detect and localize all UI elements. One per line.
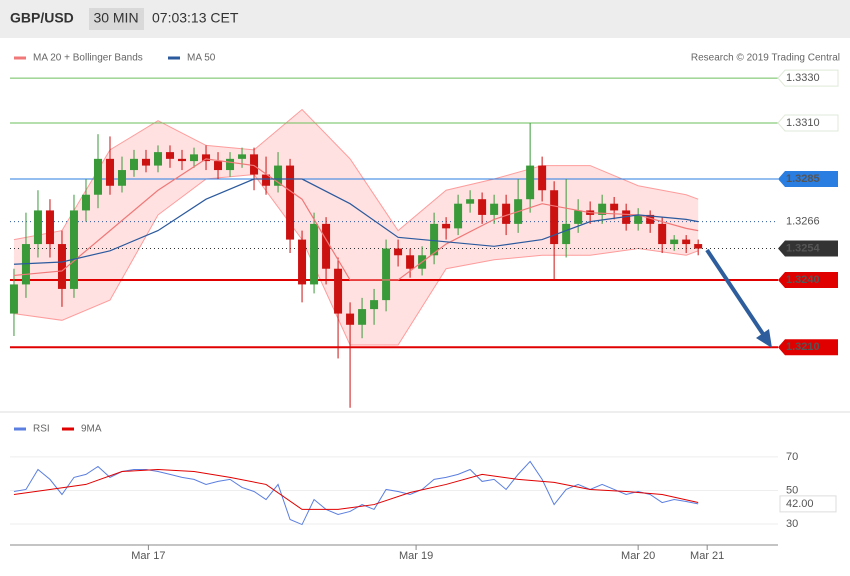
candle-body: [442, 223, 451, 229]
candle-body: [310, 223, 319, 285]
level-label-box: [778, 171, 838, 188]
candle-body: [634, 214, 643, 224]
rsi-tick-label: 30: [786, 518, 798, 530]
candle-body: [610, 203, 619, 211]
level-label-box: [777, 69, 839, 87]
level-label: 1.3210: [786, 341, 820, 353]
bollinger-fill: [13, 109, 699, 345]
ma-line: [13, 178, 699, 265]
candle-body: [274, 165, 283, 186]
candle-body: [178, 158, 187, 162]
candle-body: [322, 223, 331, 269]
legend-label: MA 20 + Bollinger Bands: [33, 53, 143, 64]
symbol: GBP/USD: [10, 10, 74, 26]
candle-body: [394, 248, 403, 256]
candle-body: [142, 158, 151, 166]
rsi-legend-label: 9MA: [81, 424, 102, 435]
candle-body: [166, 152, 175, 159]
credit: Research © 2019 Trading Central: [691, 53, 840, 64]
candle-body: [346, 313, 355, 325]
candle-body: [262, 174, 271, 186]
candle-body: [93, 158, 102, 195]
legend-label: MA 50: [187, 53, 216, 64]
candle-body: [190, 154, 199, 162]
interval: 30 MIN: [93, 10, 138, 26]
candle-body: [658, 223, 667, 245]
candle-body: [562, 223, 571, 245]
rsi-tick-label: 50: [786, 484, 798, 496]
candle-body: [154, 152, 163, 166]
candle-body: [214, 161, 223, 171]
candle-body: [682, 239, 691, 245]
level-label: 1.3330: [786, 72, 820, 84]
level-label: 1.3240: [786, 274, 820, 286]
candle-body: [454, 203, 463, 229]
candle-body: [670, 239, 679, 245]
interval-box: [89, 8, 144, 30]
x-tick-label: Mar 17: [131, 550, 165, 562]
rsi-line: [13, 460, 699, 526]
candle-body: [406, 255, 415, 269]
candle-body: [526, 165, 535, 200]
candle-body: [502, 203, 511, 224]
candle-body: [478, 199, 487, 215]
candle-body: [598, 203, 607, 215]
ma-line: [13, 158, 699, 281]
candle-body: [298, 239, 307, 285]
level-label: 1.3266: [786, 216, 820, 228]
rsi-current-label: 42.00: [786, 498, 814, 510]
candle-body: [334, 268, 343, 314]
level-label-box: [778, 271, 838, 288]
candle-body: [490, 203, 499, 215]
candle-body: [358, 309, 367, 325]
candle-body: [57, 244, 66, 289]
candle-body: [105, 158, 114, 186]
level-label-box: [777, 114, 839, 132]
candle-body: [694, 244, 703, 249]
candle-body: [9, 284, 18, 314]
candle-body: [33, 210, 42, 245]
forecast-arrowhead: [756, 329, 772, 348]
rsi-current-box: [779, 495, 837, 513]
x-tick-label: Mar 19: [399, 550, 433, 562]
candle-body: [69, 210, 78, 289]
candle-body: [250, 154, 259, 175]
candle-body: [45, 210, 54, 245]
x-tick-label: Mar 20: [621, 550, 655, 562]
level-label: 1.3310: [786, 117, 820, 129]
x-tick-label: Mar 21: [690, 550, 724, 562]
candle-body: [538, 165, 547, 191]
candle-body: [574, 210, 583, 224]
candle-body: [646, 214, 655, 224]
candle-body: [81, 194, 90, 211]
candle-body: [466, 199, 475, 204]
candle-body: [286, 165, 295, 240]
level-label: 1.3254: [786, 242, 821, 254]
candle-body: [370, 300, 379, 310]
forecast-arrow: [705, 248, 767, 339]
candle-body: [129, 158, 138, 171]
candle-body: [430, 223, 439, 256]
level-label-box: [778, 240, 838, 257]
candle-body: [117, 170, 126, 186]
candle-body: [382, 248, 391, 301]
rsi-line: [13, 468, 699, 510]
level-label: 1.3285: [786, 173, 820, 185]
candle-body: [238, 154, 247, 159]
time: 07:03:13 CET: [152, 10, 239, 26]
bollinger-upper: [13, 108, 699, 241]
candle-body: [226, 158, 235, 171]
level-label-box: [778, 339, 838, 356]
candle-body: [550, 190, 559, 245]
candle-body: [202, 154, 211, 162]
bollinger-lower: [13, 174, 699, 346]
rsi-legend-label: RSI: [33, 424, 50, 435]
rsi-tick-label: 70: [786, 451, 798, 463]
